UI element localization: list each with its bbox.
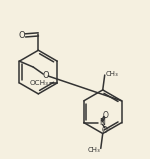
Text: CH₃: CH₃ <box>87 147 100 153</box>
Text: CH₃: CH₃ <box>105 71 118 77</box>
Text: ⁻: ⁻ <box>108 128 111 133</box>
Text: O: O <box>102 126 108 135</box>
Text: O: O <box>19 31 25 40</box>
Text: O: O <box>43 71 50 80</box>
Text: O: O <box>103 111 109 120</box>
Text: OCH₃: OCH₃ <box>30 80 49 86</box>
Text: N: N <box>100 118 106 127</box>
